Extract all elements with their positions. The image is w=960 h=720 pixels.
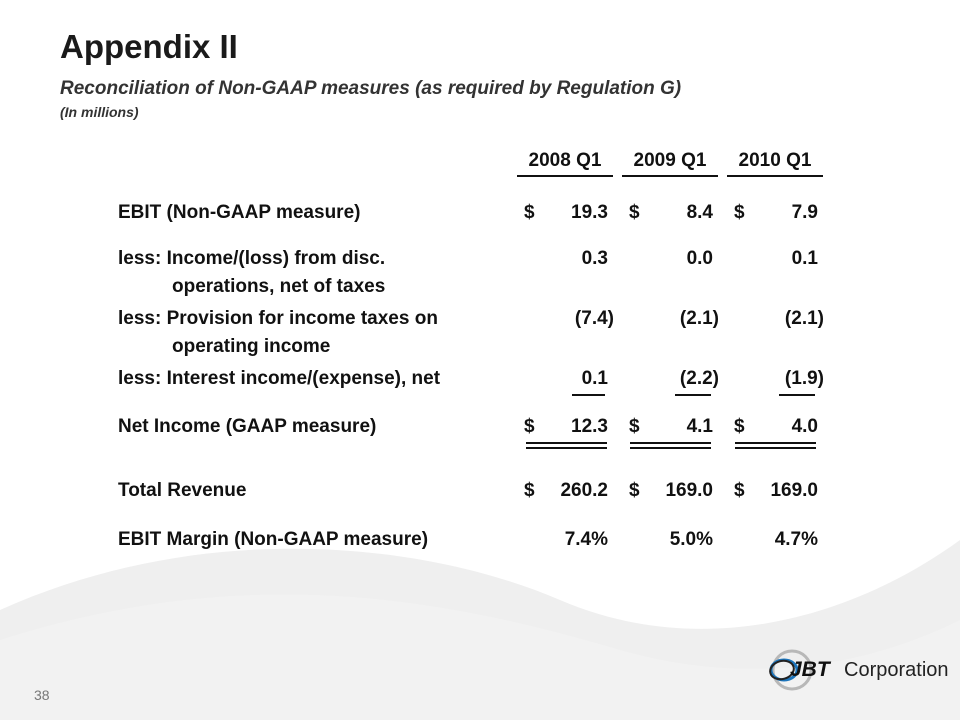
table-cell: $260.2 <box>524 480 608 504</box>
jbt-swoosh-icon <box>769 649 813 691</box>
total-double-underline <box>630 442 711 449</box>
cell-value: 260.2 <box>560 480 608 501</box>
cell-value: (2.1) <box>679 308 719 329</box>
table-cell: $8.4 <box>629 202 713 226</box>
cell-value: 0.3 <box>581 248 608 269</box>
cell-value: 0.0 <box>686 248 713 269</box>
cell-value: (1.9) <box>784 368 824 389</box>
table-cell: 0.1 <box>734 248 818 272</box>
cell-value: 4.0 <box>791 416 818 437</box>
units-note: (In millions) <box>60 104 139 120</box>
logo-mark: JBT <box>790 658 830 681</box>
cell-value: (2.2) <box>679 368 719 389</box>
subtotal-underline <box>779 394 815 396</box>
cell-value: 8.4 <box>686 202 713 223</box>
table-cell: (1.9) <box>734 368 824 392</box>
table-cell: $4.1 <box>629 416 713 440</box>
row-label-continued: operating income <box>172 336 331 357</box>
page-title: Appendix II <box>60 28 238 65</box>
cell-value: 0.1 <box>791 248 818 269</box>
column-header-2010: 2010 Q1 <box>727 150 823 177</box>
row-label: less: Interest income/(expense), net <box>118 368 441 389</box>
row-label: EBIT Margin (Non-GAAP measure) <box>118 529 429 550</box>
table-cell: $169.0 <box>629 480 713 504</box>
row-label: less: Income/(loss) from disc. <box>118 248 386 269</box>
table-cell: (2.2) <box>629 368 719 392</box>
page-subtitle: Reconciliation of Non-GAAP measures (as … <box>60 78 682 99</box>
table-cell: (7.4) <box>524 308 614 332</box>
table-cell: 0.1 <box>524 368 608 392</box>
cell-value: 4.1 <box>686 416 713 437</box>
row-label-continued: operations, net of taxes <box>172 276 386 297</box>
cell-value: 19.3 <box>571 202 608 223</box>
cell-value: 7.4% <box>564 529 608 550</box>
dollar-sign: $ <box>524 416 535 437</box>
cell-value: 5.0% <box>669 529 713 550</box>
column-header-2008: 2008 Q1 <box>517 150 613 177</box>
total-double-underline <box>735 442 816 449</box>
table-cell: 0.3 <box>524 248 608 272</box>
dollar-sign: $ <box>629 202 640 223</box>
page-number: 38 <box>34 687 50 703</box>
cell-value: 0.1 <box>581 368 608 389</box>
table-cell: $7.9 <box>734 202 818 226</box>
dollar-sign: $ <box>629 480 640 501</box>
cell-value: 4.7% <box>774 529 818 550</box>
dollar-sign: $ <box>734 202 745 223</box>
table-cell: (2.1) <box>734 308 824 332</box>
dollar-sign: $ <box>734 480 745 501</box>
jbt-logo: JBT Corporation <box>766 648 949 692</box>
dollar-sign: $ <box>734 416 745 437</box>
table-cell: 0.0 <box>629 248 713 272</box>
total-double-underline <box>526 442 607 449</box>
column-header-2009: 2009 Q1 <box>622 150 718 177</box>
logo-text: Corporation <box>844 659 949 681</box>
table-cell: 5.0% <box>629 529 713 553</box>
table-cell: (2.1) <box>629 308 719 332</box>
cell-value: (2.1) <box>784 308 824 329</box>
cell-value: 7.9 <box>791 202 818 223</box>
dollar-sign: $ <box>524 202 535 223</box>
table-cell: 4.7% <box>734 529 818 553</box>
dollar-sign: $ <box>524 480 535 501</box>
row-label: Total Revenue <box>118 480 247 501</box>
table-cell: $12.3 <box>524 416 608 440</box>
cell-value: 169.0 <box>665 480 713 501</box>
cell-value: (7.4) <box>574 308 614 329</box>
cell-value: 12.3 <box>571 416 608 437</box>
subtotal-underline <box>675 394 711 396</box>
dollar-sign: $ <box>629 416 640 437</box>
table-cell: $19.3 <box>524 202 608 226</box>
table-cell: 7.4% <box>524 529 608 553</box>
cell-value: 169.0 <box>770 480 818 501</box>
table-cell: $4.0 <box>734 416 818 440</box>
row-label: EBIT (Non-GAAP measure) <box>118 202 361 223</box>
row-label: Net Income (GAAP measure) <box>118 416 377 437</box>
subtotal-underline <box>572 394 605 396</box>
row-label: less: Provision for income taxes on <box>118 308 438 329</box>
table-cell: $169.0 <box>734 480 818 504</box>
